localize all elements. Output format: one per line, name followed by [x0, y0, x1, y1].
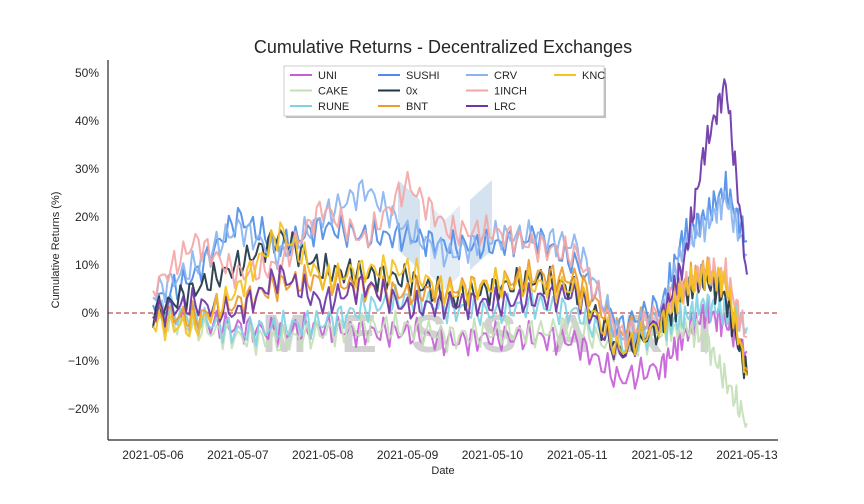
legend-label-bnt: BNT — [406, 101, 428, 113]
x-tick-label: 2021-05-08 — [292, 448, 354, 462]
y-tick-label: 30% — [75, 162, 99, 176]
x-tick-label: 2021-05-13 — [716, 448, 778, 462]
series-lines — [152, 78, 748, 428]
legend: UNI CAKE RUNE SUSHI 0x BNT CRV 1INCH LRC KNC — [283, 65, 606, 118]
x-tick-label: 2021-05-11 — [547, 448, 608, 462]
chart-title: Cumulative Returns - Decentralized Excha… — [254, 37, 632, 57]
legend-label-lrc: LRC — [494, 101, 516, 113]
series-line-lrc — [152, 78, 748, 361]
y-axis-label: Cumulative Returns (%) — [50, 192, 62, 309]
axes — [107, 60, 778, 441]
series-line-cake — [152, 304, 748, 428]
x-tick-label: 2021-05-12 — [631, 448, 693, 462]
legend-label-cake: CAKE — [318, 86, 348, 98]
legend-label-sushi: SUSHI — [406, 70, 440, 82]
y-tick-label: −20% — [68, 402, 99, 416]
y-tick-label: −10% — [68, 354, 99, 368]
y-tick-label: 20% — [75, 210, 99, 224]
x-tick-label: 2021-05-10 — [462, 448, 524, 462]
legend-label-crv: CRV — [494, 70, 518, 82]
y-tick-label: 10% — [75, 258, 99, 272]
x-tick-labels: 2021-05-06 2021-05-07 2021-05-08 2021-05-09… — [122, 448, 778, 462]
y-tick-label: 0% — [82, 306, 100, 320]
y-tick-label: 40% — [75, 114, 99, 128]
legend-label-knc: KNC — [582, 70, 605, 82]
legend-label-0x: 0x — [406, 86, 418, 98]
legend-label-1inch: 1INCH — [494, 86, 527, 98]
x-axis-label: Date — [431, 465, 454, 477]
x-tick-label: 2021-05-09 — [377, 448, 439, 462]
y-tick-label: 50% — [75, 66, 99, 80]
y-tick-labels: −20% −10% 0% 10% 20% 30% 40% 50% — [68, 66, 99, 416]
legend-box — [283, 65, 605, 117]
x-tick-label: 2021-05-06 — [122, 448, 184, 462]
series-line-knc — [152, 221, 748, 376]
series-line-rune — [152, 283, 748, 357]
legend-label-rune: RUNE — [318, 101, 349, 113]
legend-label-uni: UNI — [318, 70, 337, 82]
x-tick-label: 2021-05-07 — [207, 448, 269, 462]
